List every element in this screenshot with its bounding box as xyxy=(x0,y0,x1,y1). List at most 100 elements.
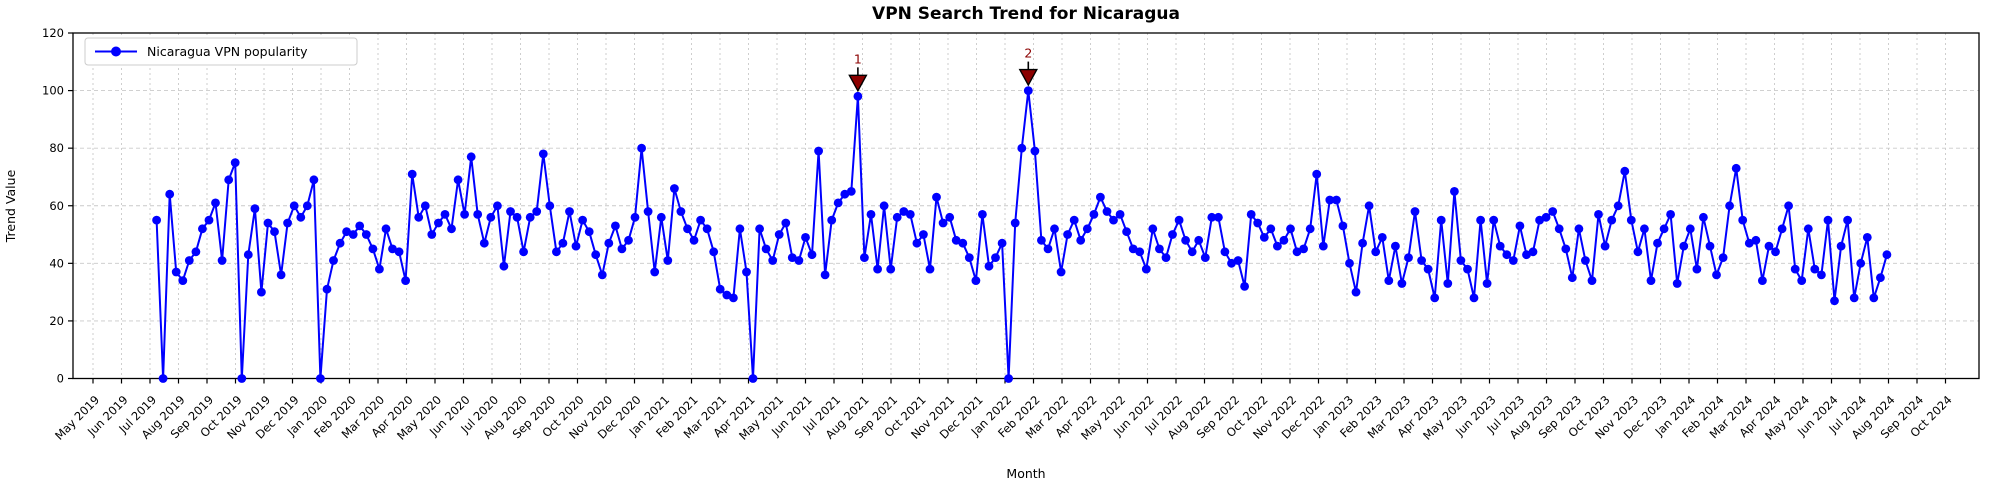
data-point-marker xyxy=(440,210,450,219)
data-point-marker xyxy=(158,374,168,383)
data-point-marker xyxy=(1076,235,1086,245)
data-point-marker xyxy=(1364,201,1374,211)
data-point-marker xyxy=(643,207,653,216)
data-point-marker xyxy=(1423,264,1433,274)
data-point-marker xyxy=(1259,233,1269,242)
data-point-marker xyxy=(814,146,823,156)
data-point-marker xyxy=(1253,218,1263,228)
data-point-marker xyxy=(689,235,699,245)
data-point-marker xyxy=(971,276,981,285)
data-point-marker xyxy=(499,261,509,271)
data-point-marker xyxy=(1653,238,1662,248)
data-point-marker xyxy=(224,175,234,185)
annotation-arrow-icon xyxy=(1018,68,1038,87)
data-point-marker xyxy=(565,207,574,216)
data-point-marker xyxy=(951,235,961,245)
data-point-marker xyxy=(1803,224,1813,234)
data-point-marker xyxy=(584,227,594,237)
data-point-marker xyxy=(945,212,955,222)
data-point-marker xyxy=(1554,224,1564,234)
data-point-marker xyxy=(1856,258,1866,268)
data-point-marker xyxy=(1410,207,1420,216)
data-point-marker xyxy=(1823,215,1833,225)
data-point-marker xyxy=(846,187,856,196)
data-point-marker xyxy=(774,230,784,239)
data-point-marker xyxy=(237,374,247,383)
data-point-marker xyxy=(1312,169,1322,179)
data-point-marker xyxy=(1181,235,1190,245)
data-point-marker xyxy=(257,287,266,297)
data-point-marker xyxy=(1758,276,1767,285)
data-point-marker xyxy=(683,224,692,234)
data-point-marker xyxy=(447,224,456,234)
data-point-marker xyxy=(663,256,673,265)
data-point-marker xyxy=(991,253,1000,262)
data-point-marker xyxy=(250,204,260,214)
data-point-marker xyxy=(243,250,253,260)
legend-frame xyxy=(84,37,358,66)
annotation-1: 1 xyxy=(848,51,868,93)
data-point-marker xyxy=(1017,143,1027,153)
data-point-marker xyxy=(414,212,424,222)
data-point-marker xyxy=(1790,264,1800,274)
data-point-marker xyxy=(519,247,528,257)
data-series xyxy=(152,86,1892,383)
data-point-marker xyxy=(1528,247,1538,257)
data-point-marker xyxy=(1594,210,1603,219)
y-tick-label: 100 xyxy=(42,84,64,98)
data-point-marker xyxy=(512,212,522,222)
data-point-marker xyxy=(1010,218,1020,228)
data-point-marker xyxy=(1771,247,1780,257)
data-point-marker xyxy=(1135,247,1145,257)
data-point-marker xyxy=(1102,207,1112,216)
data-point-marker xyxy=(322,284,332,294)
data-point-marker xyxy=(1817,270,1826,280)
data-point-marker xyxy=(1600,241,1610,251)
data-point-marker xyxy=(302,201,312,211)
data-point-marker xyxy=(650,267,660,277)
data-point-marker xyxy=(506,207,515,216)
data-point-marker xyxy=(801,233,810,242)
legend: Nicaragua VPN popularity xyxy=(84,37,358,66)
data-point-marker xyxy=(597,270,607,280)
data-point-marker xyxy=(230,158,240,168)
data-point-marker xyxy=(1751,235,1761,245)
data-point-marker xyxy=(1626,215,1636,225)
data-point-marker xyxy=(1515,221,1525,231)
data-point-marker xyxy=(1561,244,1571,254)
data-point-marker xyxy=(1574,224,1584,234)
legend-marker-icon xyxy=(111,46,121,57)
data-point-marker xyxy=(1508,256,1518,265)
data-point-marker xyxy=(1567,273,1577,283)
data-point-marker xyxy=(355,221,365,231)
data-point-marker xyxy=(1725,201,1734,211)
data-point-marker xyxy=(1286,224,1295,234)
data-point-marker xyxy=(1233,256,1243,265)
data-point-marker xyxy=(742,267,751,277)
data-point-marker xyxy=(807,250,817,260)
data-point-marker xyxy=(1777,224,1787,234)
data-point-marker xyxy=(1430,293,1440,303)
data-point-marker xyxy=(283,218,292,228)
data-point-marker xyxy=(1830,296,1839,306)
data-point-marker xyxy=(722,290,732,300)
data-point-marker xyxy=(1450,187,1459,196)
data-point-marker xyxy=(1168,230,1177,239)
data-point-marker xyxy=(1738,215,1748,225)
data-point-marker xyxy=(486,212,496,222)
data-point-marker xyxy=(1476,215,1485,225)
data-point-marker xyxy=(932,192,941,202)
data-point-marker xyxy=(1836,241,1846,251)
data-point-marker xyxy=(1718,253,1728,262)
data-point-marker xyxy=(1148,224,1158,234)
data-point-marker xyxy=(1712,270,1721,280)
data-point-marker xyxy=(276,270,286,280)
data-point-marker xyxy=(1882,250,1892,260)
data-point-marker xyxy=(394,247,404,257)
data-point-marker xyxy=(1109,215,1118,225)
data-point-marker xyxy=(1194,235,1204,245)
data-point-marker xyxy=(1469,293,1479,303)
data-point-marker xyxy=(912,238,922,248)
data-point-marker xyxy=(342,227,351,237)
